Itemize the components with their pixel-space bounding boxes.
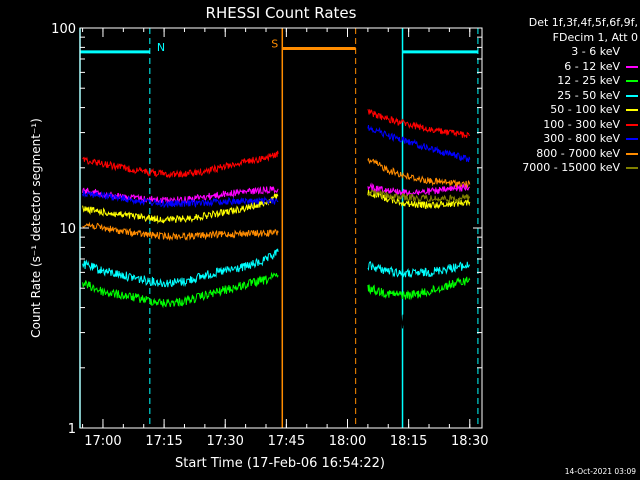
series-line	[367, 291, 471, 330]
x-tick-label: 17:45	[268, 434, 305, 449]
y-tick-label: 1	[68, 422, 76, 437]
x-tick-label: 17:00	[84, 434, 121, 449]
legend-item: 12 - 25 keV	[486, 74, 638, 89]
series-line	[367, 158, 471, 189]
x-axis-label: Start Time (17-Feb-06 16:54:22)	[175, 456, 385, 471]
x-tick-label: 17:30	[206, 434, 243, 449]
legend-item-label: 6 - 12 keV	[564, 59, 620, 73]
legend-item: 800 - 7000 keV	[486, 147, 638, 162]
x-tick-label: 17:15	[145, 434, 182, 449]
series-line	[82, 150, 279, 179]
x-tick-label: 18:30	[451, 434, 488, 449]
legend-swatch	[626, 51, 638, 54]
legend-swatch	[626, 138, 638, 141]
x-tick-label: 18:00	[329, 434, 366, 449]
series-line	[367, 109, 470, 139]
series-line	[82, 192, 279, 225]
series-line	[367, 189, 471, 210]
legend-swatch	[626, 167, 638, 170]
legend-swatch	[626, 123, 638, 126]
x-tick-label: 18:15	[390, 434, 427, 449]
series-line	[367, 189, 471, 204]
legend-swatch	[626, 109, 638, 112]
series-line	[367, 125, 471, 163]
series-group	[82, 109, 471, 355]
legend-item: 300 - 800 keV	[486, 132, 638, 147]
series-line	[367, 261, 471, 278]
attenuator-label: S	[271, 37, 278, 50]
legend-item-label: 50 - 100 keV	[550, 103, 620, 116]
legend-item: 3 - 6 keV	[486, 45, 638, 60]
chart-title: RHESSI Count Rates	[206, 4, 357, 22]
legend-item-label: 12 - 25 keV	[557, 74, 620, 87]
legend-item-label: 25 - 50 keV	[557, 88, 620, 102]
series-line	[367, 276, 471, 301]
legend-swatch	[626, 65, 638, 68]
legend-header-line-2: FDecim 1, Att 0	[552, 30, 638, 44]
series-line	[367, 182, 470, 198]
legend: Det 1f,3f,4f,5f,6f,9f, FDecim 1, Att 0 3…	[486, 16, 638, 176]
footer-timestamp: 14-Oct-2021 03:09	[564, 467, 636, 476]
series-line	[82, 271, 279, 309]
legend-item: 25 - 50 keV	[486, 89, 638, 104]
legend-items: 3 - 6 keV 6 - 12 keV 12 - 25 keV 25 - 50 ke…	[486, 45, 638, 176]
legend-item-label: 3 - 6 keV	[571, 45, 620, 58]
legend-item-label: 800 - 7000 keV	[536, 146, 620, 160]
axes: 17:00 17:15 17:30 17:45 18:00 18:15 18:30 1 10 10…	[51, 22, 488, 449]
attenuator-label: N	[157, 41, 165, 54]
legend-header-line-1: Det 1f,3f,4f,5f,6f,9f,	[528, 16, 638, 29]
legend-item: 7000 - 15000 keV	[486, 161, 638, 176]
legend-item-label: 7000 - 15000 keV	[522, 161, 620, 174]
legend-item: 50 - 100 keV	[486, 103, 638, 118]
legend-swatch	[626, 80, 638, 83]
series-line	[82, 221, 279, 242]
legend-swatch	[626, 152, 638, 155]
y-axis-label: Count Rate (s⁻¹ detector segment⁻¹)	[29, 118, 43, 338]
y-tick-label: 10	[59, 222, 76, 237]
legend-item: 100 - 300 keV	[486, 118, 638, 133]
legend-swatch	[626, 94, 638, 97]
legend-item-label: 100 - 300 keV	[543, 117, 620, 131]
series-line	[82, 189, 279, 209]
legend-item: 6 - 12 keV	[486, 60, 638, 75]
series-line	[82, 248, 279, 288]
legend-item-label: 300 - 800 keV	[543, 132, 620, 145]
y-tick-label: 100	[51, 22, 76, 37]
series-line	[82, 305, 279, 355]
